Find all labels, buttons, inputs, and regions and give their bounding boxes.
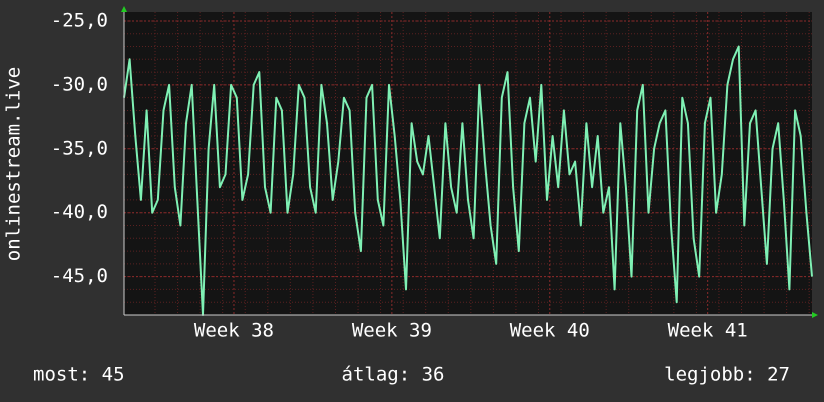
- y-tick-label: -25,0: [51, 9, 108, 31]
- y-tick-label: -30,0: [51, 73, 108, 95]
- x-tick-label: Week 39: [352, 320, 432, 342]
- y-arrow: [121, 6, 127, 12]
- x-tick-label: Week 38: [194, 320, 274, 342]
- y-axis-label: onlinestream.live: [3, 67, 25, 261]
- x-arrow: [812, 312, 818, 318]
- footer-best: legjobb: 27: [664, 364, 790, 386]
- footer-current: most: 45: [33, 364, 125, 386]
- plot-area: [124, 12, 812, 315]
- y-tick-label: -40,0: [51, 201, 108, 223]
- x-tick-label: Week 41: [668, 320, 748, 342]
- x-tick-label: Week 40: [510, 320, 590, 342]
- footer-average: átlag: 36: [342, 364, 445, 386]
- y-tick-label: -45,0: [51, 265, 108, 287]
- marks: [123, 45, 813, 316]
- data-line: [123, 45, 813, 316]
- y-tick-label: -35,0: [51, 137, 108, 159]
